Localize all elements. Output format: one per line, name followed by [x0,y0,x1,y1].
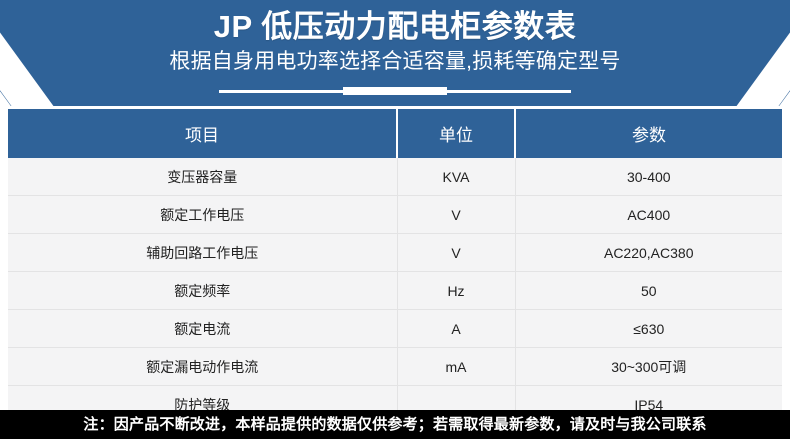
cell-item: 额定漏电动作电流 [8,347,398,386]
cell-param: AC400 [515,195,782,234]
cell-param: AC220,AC380 [515,233,782,272]
table-row: 额定工作电压 V AC400 [8,195,782,234]
column-header-item: 项目 [8,109,398,158]
cell-unit: KVA [397,158,516,196]
cell-unit: A [397,309,516,348]
cell-item: 变压器容量 [8,158,398,196]
cell-param: 30-400 [515,158,782,196]
spec-table-area: 项目 单位 参数 变压器容量 KVA 30-400 额定工作电压 V AC400… [0,106,790,423]
cell-unit: mA [397,347,516,386]
header-text-block: JP 低压动力配电柜参数表 根据自身用电功率选择合适容量,损耗等确定型号 [0,0,790,106]
spec-table-head: 项目 单位 参数 [8,109,782,158]
spec-table-body: 变压器容量 KVA 30-400 额定工作电压 V AC400 辅助回路工作电压… [8,158,782,423]
column-header-unit: 单位 [397,109,516,158]
cell-unit: V [397,195,516,234]
column-header-param: 参数 [515,109,782,158]
header-divider-line [219,87,571,95]
page-title: JP 低压动力配电柜参数表 [213,9,577,44]
header-banner: JP 低压动力配电柜参数表 根据自身用电功率选择合适容量,损耗等确定型号 [0,0,790,106]
table-row: 变压器容量 KVA 30-400 [8,158,782,196]
cell-item: 额定电流 [8,309,398,348]
footer-note: 注：因产品不断改进，本样品提供的数据仅供参考；若需取得最新参数，请及时与我公司联… [0,410,790,439]
table-row: 辅助回路工作电压 V AC220,AC380 [8,233,782,272]
table-row: 额定漏电动作电流 mA 30~300可调 [8,347,782,386]
cell-param: 50 [515,271,782,310]
table-row: 额定频率 Hz 50 [8,271,782,310]
cell-item: 辅助回路工作电压 [8,233,398,272]
table-row: 额定电流 A ≤630 [8,309,782,348]
page-subtitle: 根据自身用电功率选择合适容量,损耗等确定型号 [169,50,621,73]
header-divider [0,87,790,95]
cell-item: 额定工作电压 [8,195,398,234]
cell-param: ≤630 [515,309,782,348]
header-divider-center-block [343,87,447,95]
cell-unit: Hz [397,271,516,310]
cell-unit: V [397,233,516,272]
cell-item: 额定频率 [8,271,398,310]
cell-param: 30~300可调 [515,347,782,386]
spec-table: 项目 单位 参数 变压器容量 KVA 30-400 额定工作电压 V AC400… [8,109,782,423]
table-header-row: 项目 单位 参数 [8,109,782,158]
